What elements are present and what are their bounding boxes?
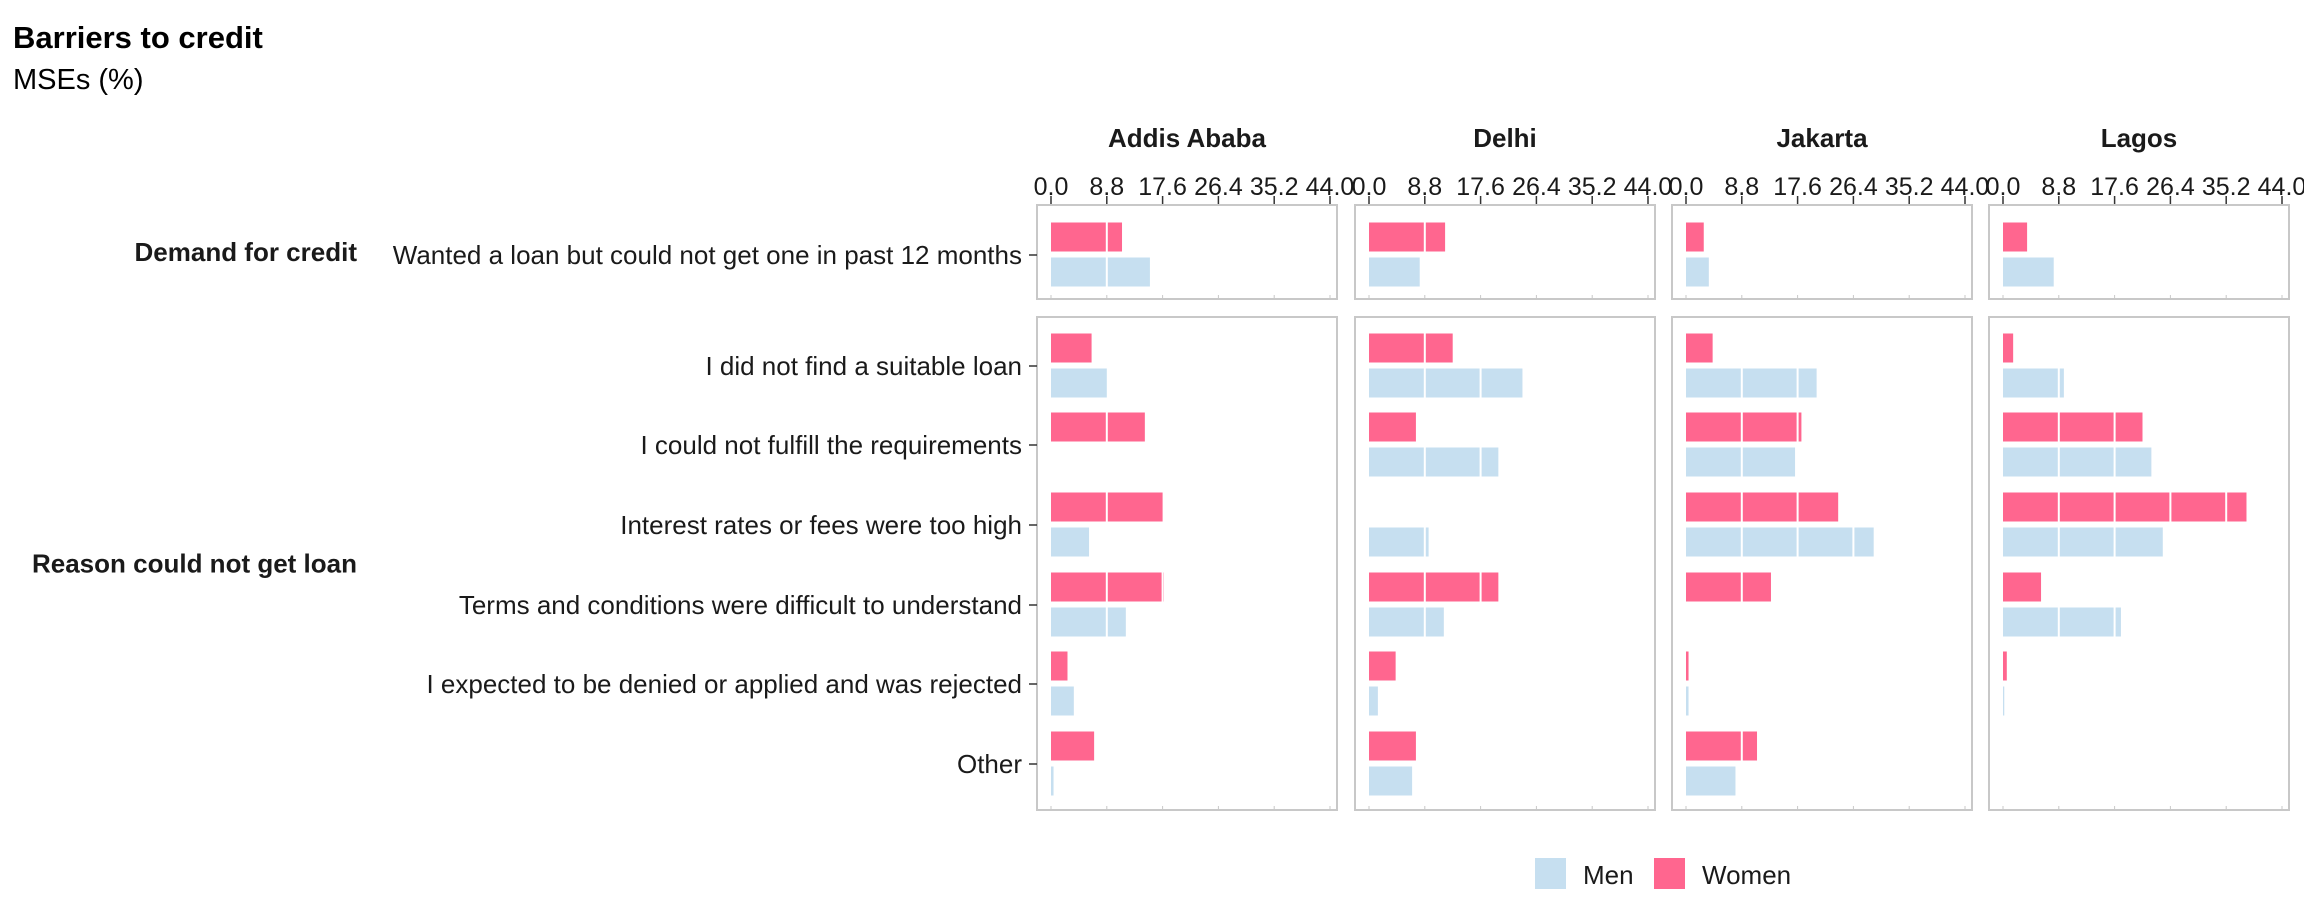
x-tick-label: 26.4 xyxy=(2146,173,2195,201)
bar-men xyxy=(2003,368,2064,398)
bar-women xyxy=(1369,333,1453,363)
bar-men xyxy=(1369,368,1523,398)
bar-men xyxy=(2003,686,2005,716)
row-label: Other xyxy=(957,749,1022,779)
x-tick-label: 8.8 xyxy=(1724,173,1759,201)
row-label: Interest rates or fees were too high xyxy=(620,510,1022,540)
bar-women xyxy=(1686,333,1713,363)
bar-men xyxy=(1369,527,1429,557)
facet-label-jakarta: Jakarta xyxy=(1776,123,1868,153)
bar-men xyxy=(2003,607,2121,637)
bar-men xyxy=(1686,447,1796,477)
bar-women xyxy=(1051,731,1095,761)
x-tick-label: 35.2 xyxy=(1885,173,1934,201)
bar-men xyxy=(1369,607,1444,637)
bar-women xyxy=(2003,333,2014,363)
row-label: I expected to be denied or applied and w… xyxy=(426,669,1022,699)
bar-men xyxy=(2003,527,2163,557)
x-tick-label: 0.0 xyxy=(1986,173,2021,201)
bar-women xyxy=(1051,333,1092,363)
legend-swatch-men xyxy=(1535,858,1566,889)
bar-women xyxy=(1051,412,1145,442)
group-label: Demand for credit xyxy=(135,237,358,267)
bar-women xyxy=(2003,412,2143,442)
row-label: Wanted a loan but could not get one in p… xyxy=(393,240,1022,270)
panel-frame xyxy=(1671,204,1973,300)
bar-women xyxy=(1686,731,1758,761)
x-tick-label: 0.0 xyxy=(1034,173,1069,201)
x-tick-label: 44.0 xyxy=(2258,173,2304,201)
bar-men xyxy=(1051,527,1090,557)
bar-women xyxy=(1686,222,1704,252)
bar-women xyxy=(1686,412,1802,442)
x-tick-label: 26.4 xyxy=(1512,173,1561,201)
bar-women xyxy=(1369,651,1396,681)
row-label: I did not find a suitable loan xyxy=(705,351,1022,381)
x-tick-label: 8.8 xyxy=(1089,173,1124,201)
bar-men xyxy=(1686,686,1689,716)
bar-men xyxy=(1051,607,1126,637)
chart-subtitle: MSEs (%) xyxy=(13,64,144,96)
bar-men xyxy=(1051,766,1054,796)
bar-women xyxy=(2003,222,2028,252)
x-tick-label: 0.0 xyxy=(1669,173,1704,201)
bar-men xyxy=(1051,257,1150,287)
bar-women xyxy=(1686,572,1771,602)
x-tick-label: 35.2 xyxy=(1568,173,1617,201)
bar-men xyxy=(1686,527,1874,557)
x-tick-label: 0.0 xyxy=(1352,173,1387,201)
legend-label-men: Men xyxy=(1583,860,1634,890)
x-tick-label: 44.0 xyxy=(1306,173,1355,201)
x-tick-label: 26.4 xyxy=(1194,173,1243,201)
x-tick-label: 8.8 xyxy=(2041,173,2076,201)
legend-swatch-women xyxy=(1654,858,1685,889)
chart-title: Barriers to credit xyxy=(13,20,263,55)
bar-women xyxy=(1051,222,1123,252)
bar-women xyxy=(1686,651,1689,681)
bar-men xyxy=(1369,257,1420,287)
bar-men xyxy=(1686,257,1709,287)
bar-women xyxy=(1369,222,1446,252)
facet-label-addis-ababa: Addis Ababa xyxy=(1108,123,1266,153)
x-tick-label: 44.0 xyxy=(1941,173,1990,201)
x-tick-label: 8.8 xyxy=(1407,173,1442,201)
bar-men xyxy=(2003,447,2152,477)
bar-women xyxy=(1686,492,1839,522)
row-label: I could not fulfill the requirements xyxy=(640,430,1022,460)
bar-men xyxy=(1369,766,1413,796)
x-tick-label: 17.6 xyxy=(1456,173,1505,201)
bar-men xyxy=(2003,257,2054,287)
bar-women xyxy=(1369,731,1416,761)
bar-women xyxy=(2003,651,2007,681)
bar-men xyxy=(1686,368,1817,398)
bar-women xyxy=(1051,651,1068,681)
facet-label-lagos: Lagos xyxy=(2101,123,2178,153)
panel-frame xyxy=(1354,316,1656,811)
bar-men xyxy=(1369,686,1378,716)
bar-women xyxy=(1369,572,1499,602)
x-tick-label: 44.0 xyxy=(1624,173,1673,201)
x-tick-label: 17.6 xyxy=(1773,173,1822,201)
facet-label-delhi: Delhi xyxy=(1473,123,1537,153)
bar-men xyxy=(1051,686,1074,716)
bar-women xyxy=(2003,492,2247,522)
legend-label-women: Women xyxy=(1702,860,1791,890)
bar-men xyxy=(1051,368,1107,398)
x-tick-label: 35.2 xyxy=(1250,173,1299,201)
group-label: Reason could not get loan xyxy=(32,549,357,579)
x-tick-label: 17.6 xyxy=(2090,173,2139,201)
x-tick-label: 26.4 xyxy=(1829,173,1878,201)
bar-women xyxy=(2003,572,2042,602)
row-label: Terms and conditions were difficult to u… xyxy=(459,590,1022,620)
bar-women xyxy=(1369,412,1416,442)
x-tick-label: 17.6 xyxy=(1138,173,1187,201)
panel-frame xyxy=(1671,316,1973,811)
bar-men xyxy=(1369,447,1499,477)
bar-men xyxy=(1686,766,1736,796)
panel-frame xyxy=(1988,316,2290,811)
x-tick-label: 35.2 xyxy=(2202,173,2251,201)
panel-frame xyxy=(1036,316,1338,811)
